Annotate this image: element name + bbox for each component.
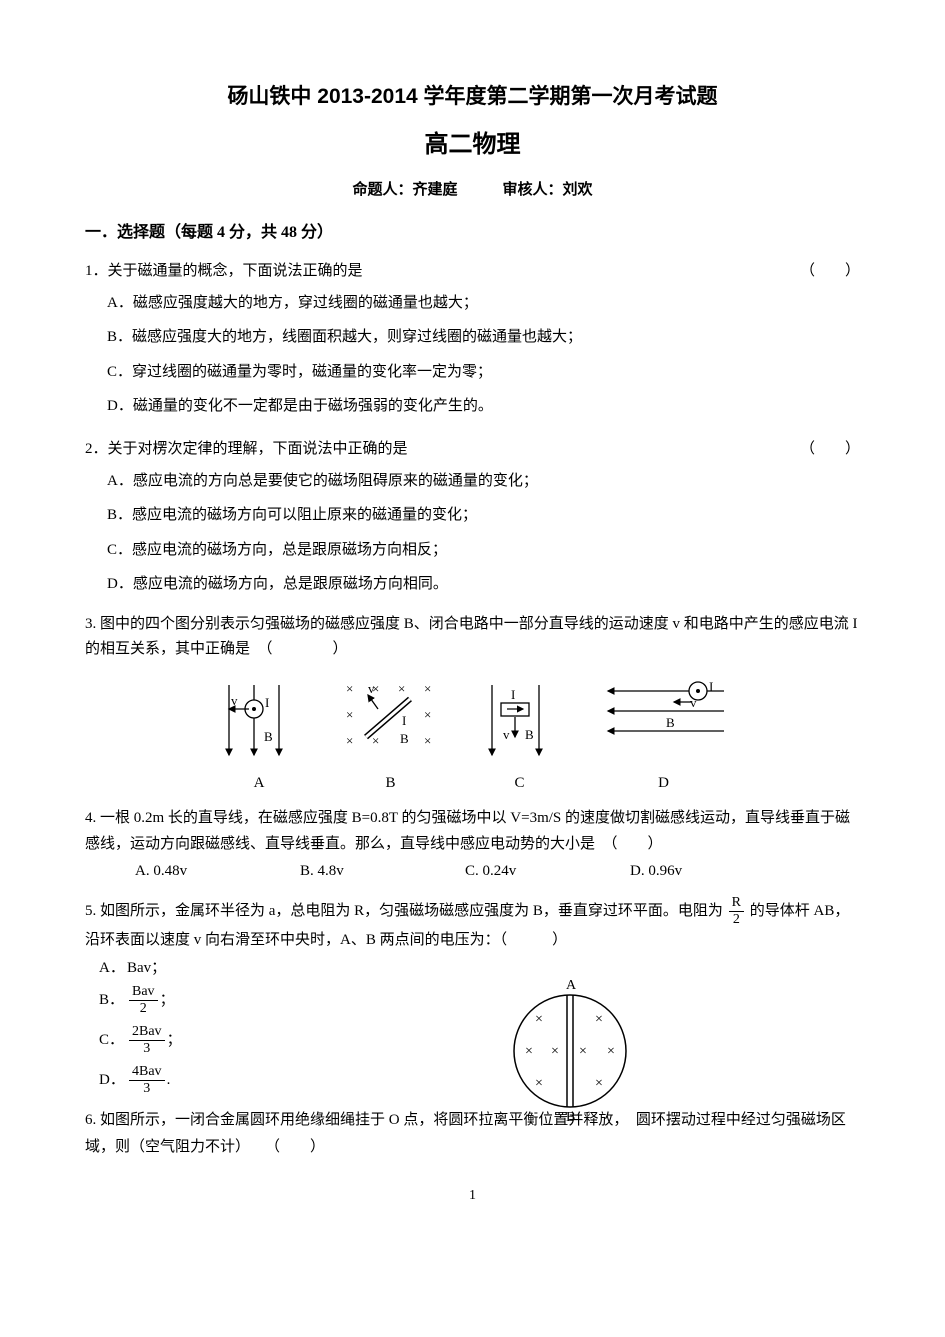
svg-text:×: × (346, 681, 353, 696)
q5-d-den: 3 (129, 1081, 165, 1097)
q5-diagram: ×× ×××× ×× A B (495, 973, 645, 1123)
question-5: 5. 如图所示，金属环半径为 a，总电阻为 R，匀强磁场磁感应强度为 B，垂直穿… (85, 895, 860, 1098)
q5-b-letter: B． (99, 992, 127, 1009)
q6-stem: 6. 如图所示，一闭合金属圆环用绝缘细绳挂于 O 点，将圆环拉离平衡位置并释放，… (85, 1107, 860, 1161)
q4-option-d: D. 0.96v (630, 859, 795, 885)
svg-text:B: B (264, 729, 273, 744)
q1-option-a: A．磁感应强度越大的地方，穿过线圈的磁通量也越大； (85, 286, 860, 321)
q5-c-suffix: ； (167, 1032, 182, 1049)
svg-text:I: I (402, 713, 406, 728)
svg-text:B: B (525, 727, 534, 742)
q5-d-frac: 4Bav 3 (129, 1064, 165, 1097)
q3-diagram-row: I v B A ×××× ×× ××× v I B B (85, 677, 860, 797)
svg-text:×: × (424, 707, 431, 722)
question-3: 3. 图中的四个图分别表示匀强磁场的磁感应强度 B、闭合电路中一部分直导线的运动… (85, 612, 860, 797)
svg-text:×: × (595, 1076, 603, 1091)
svg-text:B: B (400, 731, 409, 746)
q5-b-suffix: ； (160, 992, 175, 1009)
q5-d-letter: D． (99, 1072, 127, 1089)
authors-line: 命题人：齐建庭 审核人：刘欢 (85, 178, 860, 202)
q5-d-num: 4Bav (129, 1064, 165, 1081)
section-header: 一．选择题（每题 4 分，共 48 分） (85, 220, 860, 246)
q5-stem-a: 5. 如图所示，金属环半径为 a，总电阻为 R，匀强磁场磁感应强度为 B，垂直穿… (85, 903, 723, 919)
q3-label-c: C (477, 771, 562, 797)
svg-text:I: I (709, 679, 713, 694)
q3-diagram-c: I v B C (477, 677, 562, 797)
svg-text:B: B (666, 715, 675, 730)
svg-text:×: × (398, 681, 405, 696)
page-number: 1 (85, 1185, 860, 1207)
q3-diagram-b: ×××× ×× ××× v I B B (338, 677, 443, 797)
q2-option-b: B．感应电流的磁场方向可以阻止原来的磁通量的变化； (85, 498, 860, 533)
q3-label-b: B (338, 771, 443, 797)
q5-b-frac: Bav 2 (129, 984, 158, 1017)
q5-a-letter: A． (99, 960, 127, 977)
document-title: 砀山铁中 2013-2014 学年度第二学期第一次月考试题 (85, 80, 860, 114)
svg-text:I: I (511, 687, 515, 702)
q5-c-letter: C． (99, 1032, 127, 1049)
q5-options: A． Bav； B． Bav 2 ； C． 2Bav 3 ； D． 4Bav 3 (85, 960, 860, 1097)
q5-frac-r2-den: 2 (729, 912, 744, 928)
svg-text:×: × (579, 1044, 587, 1059)
q3-diagram-d: I v B D (596, 677, 731, 797)
q2-option-d: D．感应电流的磁场方向，总是跟原磁场方向相同。 (85, 567, 860, 602)
q5-b-den: 2 (129, 1001, 158, 1017)
q5-option-b: B． Bav 2 ； (85, 984, 860, 1017)
q5-c-frac: 2Bav 3 (129, 1024, 165, 1057)
question-6: 6. 如图所示，一闭合金属圆环用绝缘细绳挂于 O 点，将圆环拉离平衡位置并释放，… (85, 1107, 860, 1161)
q5-a-text: Bav； (127, 960, 166, 977)
svg-text:×: × (535, 1076, 543, 1091)
svg-text:×: × (372, 733, 379, 748)
q3-stem: 3. 图中的四个图分别表示匀强磁场的磁感应强度 B、闭合电路中一部分直导线的运动… (85, 612, 860, 663)
svg-text:×: × (424, 733, 431, 748)
svg-text:×: × (595, 1012, 603, 1027)
question-4: 4. 一根 0.2m 长的直导线，在磁感应强度 B=0.8T 的匀强磁场中以 V… (85, 806, 860, 885)
svg-text:v: v (503, 727, 510, 742)
svg-text:×: × (607, 1044, 615, 1059)
q2-option-a: A．感应电流的方向总是要使它的磁场阻碍原来的磁通量的变化； (85, 464, 860, 499)
svg-text:×: × (424, 681, 431, 696)
q5-frac-r2-num: R (729, 895, 744, 912)
q5-c-den: 3 (129, 1041, 165, 1057)
q1-stem: 1．关于磁通量的概念，下面说法正确的是 (85, 256, 363, 286)
svg-text:×: × (551, 1044, 559, 1059)
q1-blank: （ ） (800, 256, 860, 286)
q1-option-d: D．磁通量的变化不一定都是由于磁场强弱的变化产生的。 (85, 389, 860, 424)
q2-stem: 2．关于对楞次定律的理解，下面说法中正确的是 (85, 434, 408, 464)
q3-diagram-a: I v B A (214, 677, 304, 797)
q3-label-a: A (214, 771, 304, 797)
svg-text:×: × (346, 707, 353, 722)
q5-b-num: Bav (129, 984, 158, 1001)
q4-stem: 4. 一根 0.2m 长的直导线，在磁感应强度 B=0.8T 的匀强磁场中以 V… (85, 806, 860, 857)
svg-text:v: v (231, 693, 238, 708)
q5-option-c: C． 2Bav 3 ； (85, 1024, 860, 1057)
q5-option-d: D． 4Bav 3 . (85, 1064, 860, 1097)
q5-option-a: A． Bav； (85, 960, 860, 977)
q5-frac-r2: R 2 (729, 895, 744, 928)
q4-option-c: C. 0.24v (465, 859, 630, 885)
q2-option-c: C．感应电流的磁场方向，总是跟原磁场方向相反； (85, 533, 860, 568)
q1-option-c: C．穿过线圈的磁通量为零时，磁通量的变化率一定为零； (85, 355, 860, 390)
svg-text:v: v (690, 695, 697, 710)
svg-text:×: × (525, 1044, 533, 1059)
q5-c-num: 2Bav (129, 1024, 165, 1041)
q5-diagram-label-a: A (566, 978, 577, 993)
question-2: 2．关于对楞次定律的理解，下面说法中正确的是 （ ） A．感应电流的方向总是要使… (85, 434, 860, 602)
q2-blank: （ ） (800, 434, 860, 464)
q1-option-b: B．磁感应强度大的地方，线圈面积越大，则穿过线圈的磁通量也越大； (85, 320, 860, 355)
svg-text:I: I (265, 695, 269, 710)
q4-option-a: A. 0.48v (135, 859, 300, 885)
document-subtitle: 高二物理 (85, 126, 860, 164)
question-1: 1．关于磁通量的概念，下面说法正确的是 （ ） A．磁感应强度越大的地方，穿过线… (85, 256, 860, 424)
svg-text:v: v (368, 681, 375, 696)
q3-label-d: D (596, 771, 731, 797)
q4-option-b: B. 4.8v (300, 859, 465, 885)
q5-d-suffix: . (167, 1072, 171, 1089)
q5-stem: 5. 如图所示，金属环半径为 a，总电阻为 R，匀强磁场磁感应强度为 B，垂直穿… (85, 895, 860, 954)
svg-text:×: × (535, 1012, 543, 1027)
svg-text:×: × (346, 733, 353, 748)
